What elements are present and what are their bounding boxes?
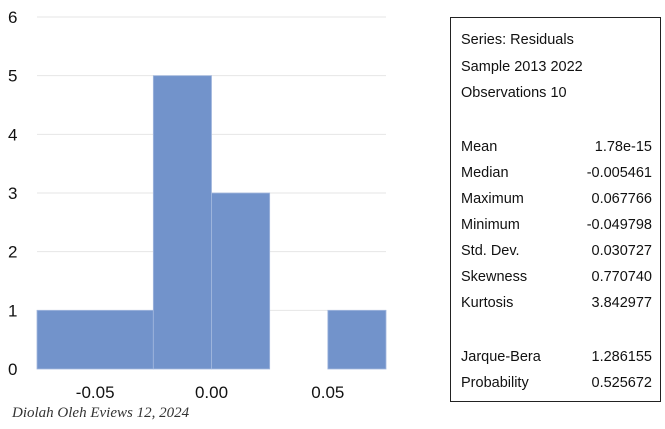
stat-value: 0.525672 [591,375,652,391]
stat-row-skewness: Skewness 0.770740 [461,269,652,289]
y-tick-label: 2 [8,243,17,262]
stat-value: 1.286155 [591,349,652,365]
chart-caption: Diolah Oleh Eviews 12, 2024 [12,405,190,421]
stat-label: Probability [461,375,529,391]
stat-value: -0.049798 [586,217,652,233]
x-tick-label: -0.05 [76,383,115,402]
statistics-panel: Series: Residuals Sample 2013 2022 Obser… [450,17,661,402]
stat-row-jarque-bera: Jarque-Bera 1.286155 [461,349,652,369]
stat-label: Mean [461,139,498,155]
stat-row-minimum: Minimum -0.049798 [461,217,652,237]
histogram-bar [327,309,387,370]
y-tick-label: 5 [8,67,17,86]
stat-label: Std. Dev. [461,243,520,259]
stat-row-median: Median -0.005461 [461,165,652,185]
histogram-bar [36,309,154,370]
stat-label: Skewness [461,269,528,285]
stat-label: Maximum [461,191,524,207]
stats-sample: Sample 2013 2022 [461,59,583,75]
stat-row-kurtosis: Kurtosis 3.842977 [461,295,652,315]
x-tick-label: 0.00 [195,383,228,402]
y-tick-label: 6 [8,8,17,27]
stat-row-probability: Probability 0.525672 [461,375,652,395]
y-tick-label: 1 [8,301,17,320]
stat-value: 0.067766 [591,191,652,207]
stats-observations: Observations 10 [461,85,567,101]
histogram-chart: 0 1 2 3 4 5 6 -0.05 0.00 0.05 [8,8,387,402]
stat-value: 0.030727 [591,243,652,259]
y-tick-label: 4 [8,125,17,144]
histogram-bar [211,192,271,370]
stat-value: 1.78e-15 [594,139,652,155]
x-tick-label: 0.05 [311,383,344,402]
stat-value: 3.842977 [591,295,652,311]
stat-value: -0.005461 [586,165,652,181]
y-tick-label: 3 [8,184,17,203]
stat-row-std-dev: Std. Dev. 0.030727 [461,243,652,263]
stat-label: Jarque-Bera [461,349,541,365]
stat-label: Kurtosis [461,295,514,311]
stat-value: 0.770740 [591,269,652,285]
y-tick-label: 0 [8,360,17,379]
histogram-bar [152,75,212,370]
stat-row-maximum: Maximum 0.067766 [461,191,652,211]
stat-row-mean: Mean 1.78e-15 [461,139,652,159]
stats-series-title: Series: Residuals [461,32,574,48]
stat-label: Minimum [461,217,520,233]
stat-label: Median [461,165,509,181]
